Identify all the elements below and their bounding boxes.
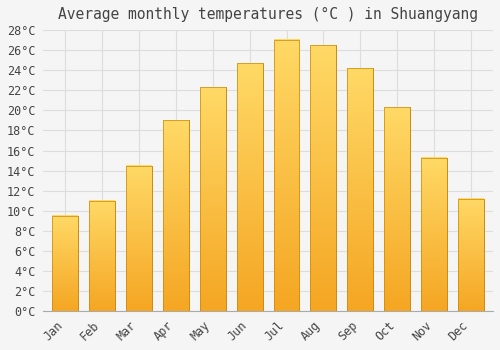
Bar [384,107,410,311]
Bar [458,199,484,311]
Bar [236,63,262,311]
Bar [200,87,226,311]
Bar [421,158,447,311]
Bar [52,216,78,311]
Bar [126,166,152,311]
Bar [163,120,189,311]
Bar [310,45,336,311]
Title: Average monthly temperatures (°C ) in Shuangyang: Average monthly temperatures (°C ) in Sh… [58,7,478,22]
Bar [421,158,447,311]
Bar [274,40,299,311]
Bar [458,199,484,311]
Bar [348,68,373,311]
Bar [274,40,299,311]
Bar [200,87,226,311]
Bar [52,216,78,311]
Bar [236,63,262,311]
Bar [89,201,115,311]
Bar [126,166,152,311]
Bar [384,107,410,311]
Bar [89,201,115,311]
Bar [310,45,336,311]
Bar [348,68,373,311]
Bar [163,120,189,311]
